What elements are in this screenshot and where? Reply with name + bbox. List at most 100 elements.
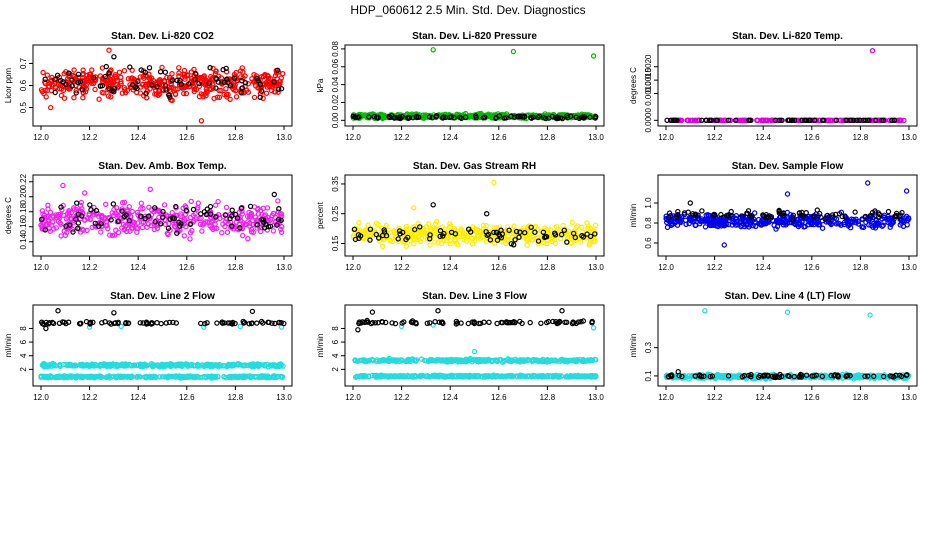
data-point xyxy=(43,94,49,100)
data-point xyxy=(711,212,717,219)
data-point xyxy=(514,113,521,120)
data-point xyxy=(95,213,102,219)
x-tick-label: 12.2 xyxy=(82,263,98,272)
data-point xyxy=(176,73,182,79)
data-point xyxy=(44,72,51,78)
data-point xyxy=(65,319,72,325)
data-point xyxy=(127,64,133,70)
data-point xyxy=(833,117,840,124)
data-point xyxy=(157,221,164,227)
outlier-point xyxy=(484,210,490,217)
data-point xyxy=(206,82,212,89)
data-point xyxy=(50,213,56,219)
data-point xyxy=(257,207,264,214)
data-point xyxy=(437,227,444,234)
data-point xyxy=(38,87,45,93)
data-point xyxy=(527,319,533,326)
panel-title: Stan. Dev. Amb. Box Temp. xyxy=(98,161,226,172)
data-point xyxy=(229,223,235,229)
data-point xyxy=(549,236,556,242)
data-point xyxy=(257,81,264,88)
data-point xyxy=(65,374,71,380)
data-point xyxy=(415,229,421,236)
data-point xyxy=(684,117,691,124)
data-point xyxy=(73,87,79,94)
x-tick-label: 12.2 xyxy=(707,263,723,272)
y-tick-label: 2 xyxy=(19,367,28,372)
data-point xyxy=(43,374,50,381)
data-point xyxy=(464,238,470,244)
data-point xyxy=(174,230,180,236)
data-point xyxy=(279,223,285,230)
data-point xyxy=(672,117,679,124)
y-tick-label: 0.1 xyxy=(644,370,653,382)
data-point xyxy=(551,373,558,379)
data-point xyxy=(176,65,182,71)
data-point xyxy=(188,69,195,75)
data-point xyxy=(149,320,155,326)
data-point xyxy=(197,374,203,381)
data-point xyxy=(748,117,754,124)
data-point xyxy=(225,220,231,227)
data-point xyxy=(138,200,144,206)
data-point xyxy=(473,114,479,121)
plot-frame xyxy=(32,304,293,387)
data-point xyxy=(252,214,259,220)
data-point xyxy=(271,79,277,85)
data-point xyxy=(532,229,538,235)
data-point xyxy=(223,86,229,92)
data-point xyxy=(276,205,282,212)
data-point xyxy=(195,200,201,206)
data-point xyxy=(89,224,95,231)
data-point xyxy=(826,216,832,223)
data-point xyxy=(412,235,418,242)
data-point xyxy=(367,226,374,232)
data-point xyxy=(784,220,791,227)
y-tick-label: 0.22 xyxy=(19,173,28,189)
data-point xyxy=(183,207,189,214)
data-point xyxy=(426,114,433,120)
data-point xyxy=(739,222,745,228)
data-point xyxy=(213,85,219,91)
data-point xyxy=(276,319,282,326)
y-tick-label: 0.35 xyxy=(331,176,340,192)
data-point xyxy=(134,209,141,216)
data-point xyxy=(593,357,599,363)
data-point xyxy=(251,94,258,101)
data-point xyxy=(480,226,487,232)
data-point xyxy=(739,213,745,219)
x-tick-label: 12.4 xyxy=(130,133,146,142)
y-tick-label: 8 xyxy=(331,326,340,331)
data-point xyxy=(176,373,183,379)
data-point xyxy=(88,207,94,213)
panel-title: Stan. Dev. Li-820 CO2 xyxy=(111,31,214,42)
data-point xyxy=(792,117,798,124)
data-point xyxy=(79,213,85,219)
data-point xyxy=(210,65,216,72)
data-point xyxy=(373,231,379,238)
data-point xyxy=(87,320,93,326)
data-point xyxy=(410,231,416,237)
data-point xyxy=(376,235,382,241)
data-point xyxy=(238,90,245,96)
data-point xyxy=(89,67,95,73)
data-point xyxy=(890,218,896,224)
data-point xyxy=(56,373,63,379)
data-point xyxy=(806,219,812,225)
data-point xyxy=(213,214,219,220)
outlier-point xyxy=(43,325,49,332)
data-point xyxy=(55,218,62,224)
data-point xyxy=(440,357,446,363)
data-point xyxy=(111,88,117,95)
data-point xyxy=(427,232,433,238)
data-point xyxy=(262,212,269,218)
data-point xyxy=(171,215,177,222)
data-point xyxy=(239,65,245,71)
data-point xyxy=(389,233,395,239)
data-point xyxy=(229,207,235,213)
data-point xyxy=(258,373,264,379)
data-point xyxy=(232,87,239,94)
data-point xyxy=(535,114,541,121)
data-point xyxy=(153,374,159,381)
